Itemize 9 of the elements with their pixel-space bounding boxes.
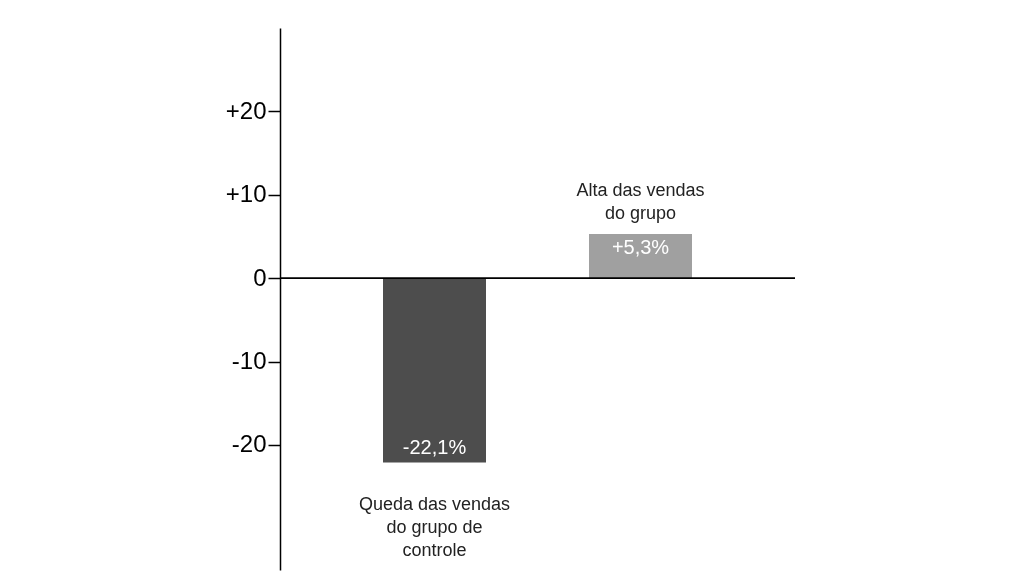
y-tick-label: +10 [225, 180, 267, 208]
y-tick-label: +20 [225, 96, 267, 124]
x-tick-label: Alta das vendas do grupo [576, 179, 705, 223]
y-tick-label: -20 [231, 430, 267, 458]
data-label: +5,3% [611, 235, 670, 258]
y-tick-label: 0 [253, 263, 267, 291]
y-tick-label: -10 [231, 347, 267, 375]
data-label: -22,1% [402, 436, 467, 459]
x-tick-label: Queda das vendas do grupo de controle [358, 494, 511, 561]
